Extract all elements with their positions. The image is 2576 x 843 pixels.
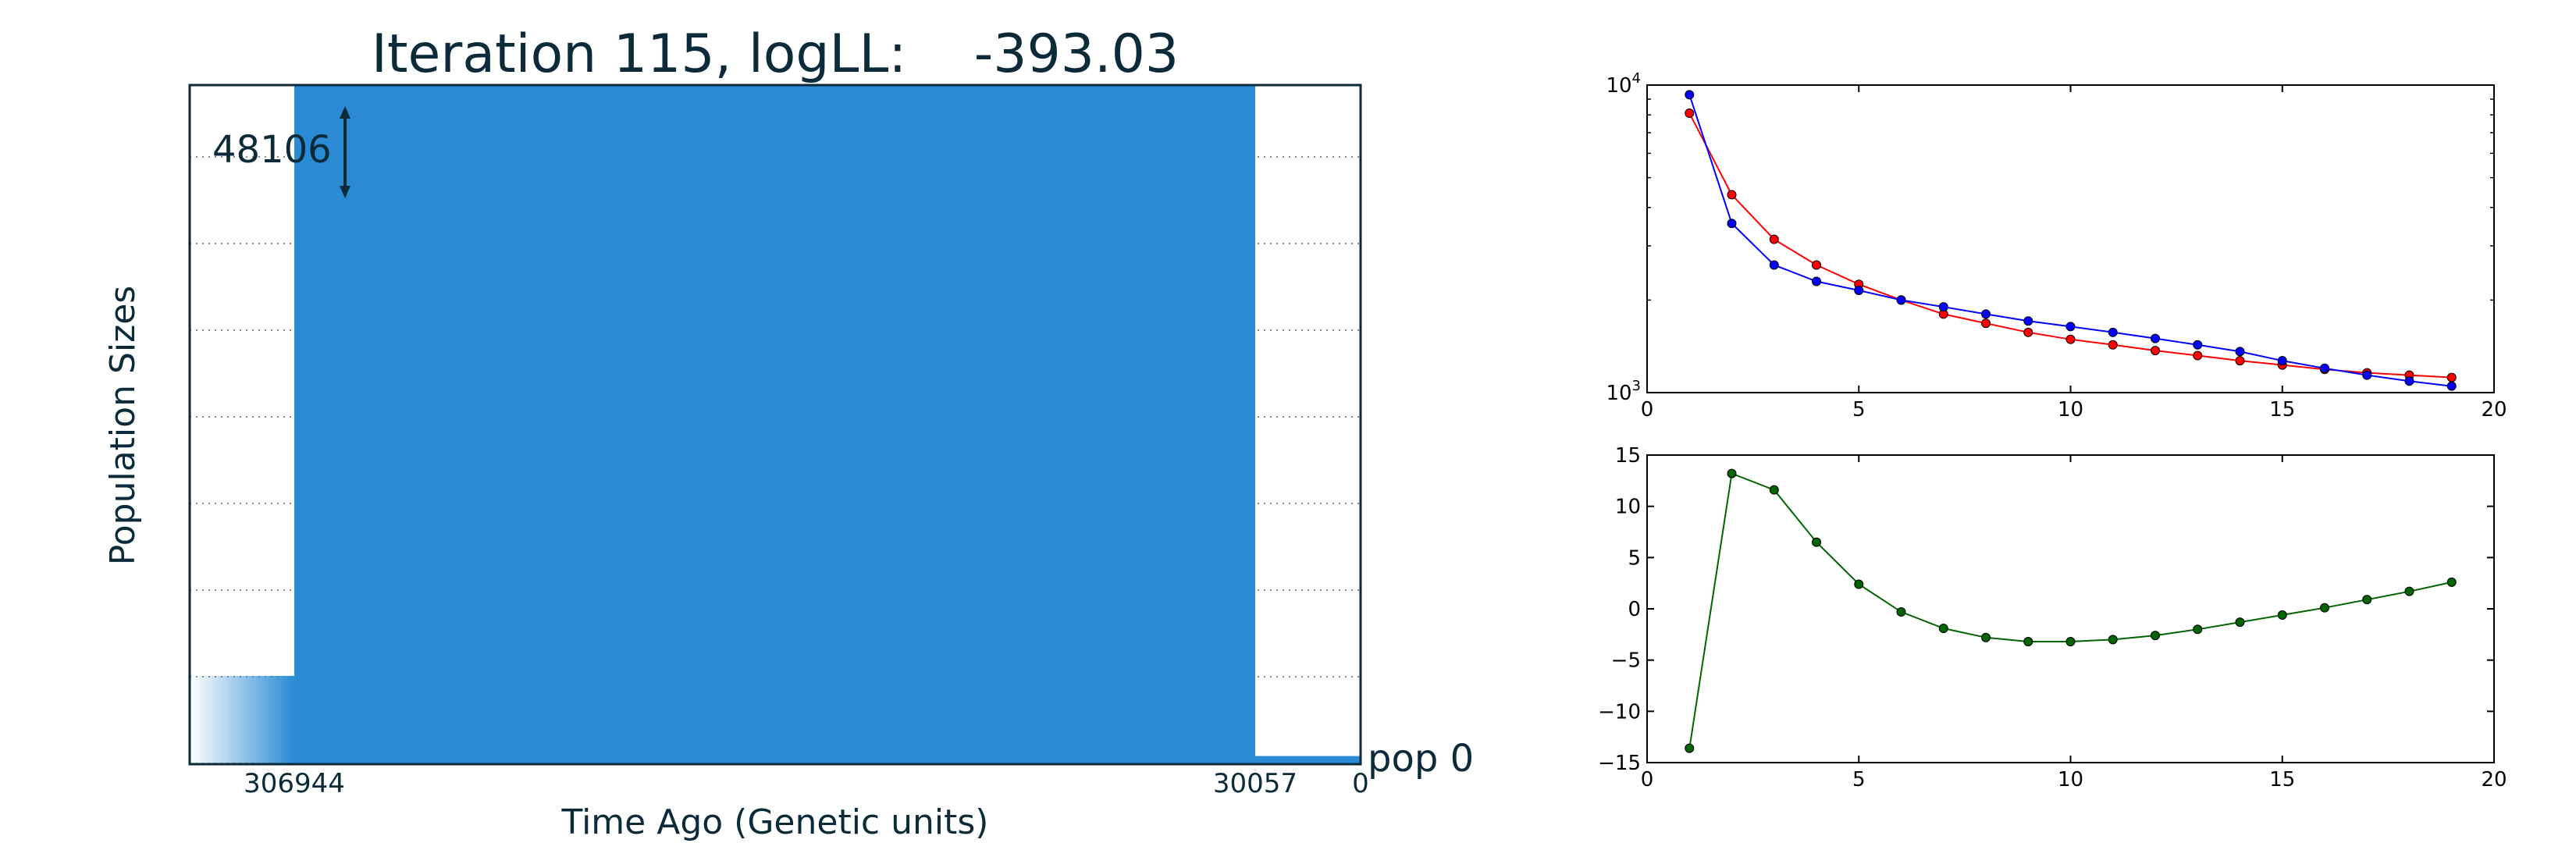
diff-series-0-point xyxy=(1854,579,1864,589)
log-series-1-point xyxy=(2065,322,2076,332)
log-series-1-point xyxy=(2404,376,2414,386)
log-axis-ticks: 0 5 10 15 20 103 104 xyxy=(1606,70,2507,422)
log-series-0-point xyxy=(1981,318,1991,329)
diff-series-0-point xyxy=(2446,577,2457,587)
population-areas xyxy=(190,85,1361,764)
log-series-1-point xyxy=(1854,286,1864,296)
log-series-1-point xyxy=(1769,260,1779,270)
diff-series xyxy=(1685,468,2457,753)
diff-series-0-point xyxy=(2151,631,2160,641)
diff-x-tick-label: 5 xyxy=(1852,768,1866,791)
chart-title: Iteration 115, logLL: -393.03 xyxy=(372,23,1179,85)
log-series-0-point xyxy=(1727,190,1737,200)
diff-series-0-point xyxy=(2277,610,2287,620)
diff-x-tick-label: 15 xyxy=(2269,768,2295,791)
log-series-1-point xyxy=(1727,219,1737,229)
log-series-1-point xyxy=(2193,340,2203,350)
log-series-1-point xyxy=(1938,302,1948,312)
log-series xyxy=(1685,90,2457,391)
diff-x-tick-label: 0 xyxy=(1641,768,1654,791)
diff-series-0-point xyxy=(1685,743,1695,753)
log-series-0-point xyxy=(2193,350,2203,361)
scale-arrow xyxy=(340,106,350,198)
log-series-0-point xyxy=(2065,334,2076,344)
diff-series-0-point xyxy=(1769,485,1779,495)
diff-series-0-point xyxy=(2320,603,2329,613)
log-series-0-point xyxy=(1769,234,1779,244)
log-y-tick-label: 103 xyxy=(1606,378,1641,405)
log-x-tick-label: 15 xyxy=(2269,398,2295,422)
log-series-0-point xyxy=(1812,260,1821,270)
log-series-1-point xyxy=(2151,333,2160,343)
log-series-1-point xyxy=(1896,295,1906,305)
log-series-1-point xyxy=(2320,363,2329,373)
diff-y-tick-label: −5 xyxy=(1611,649,1641,673)
diff-y-tick-label: 10 xyxy=(1615,496,1641,519)
diff-y-tick-label: 0 xyxy=(1628,598,1641,621)
log-series-0-point xyxy=(2446,372,2457,382)
diff-series-0-point xyxy=(2404,586,2414,596)
diff-series-0-point xyxy=(2193,624,2203,635)
log-series-1-point xyxy=(1685,90,1695,100)
diff-series-line-0 xyxy=(1688,472,2453,749)
y-axis-label: Population Sizes xyxy=(103,286,143,565)
log-x-tick-label: 10 xyxy=(2058,398,2083,422)
pop-frame xyxy=(188,84,1362,766)
log-x-tick-label: 0 xyxy=(1641,398,1654,422)
diff-axis-ticks: 0 5 10 15 20 −15 −10 −5 0 5 10 15 xyxy=(1598,444,2507,791)
x-axis-label: Time Ago (Genetic units) xyxy=(561,802,989,842)
log-series-0-point xyxy=(2023,327,2033,337)
x-tick-label-0: 0 xyxy=(1352,768,1369,799)
diff-series-0-point xyxy=(1896,606,1906,617)
log-series-0-point xyxy=(2108,340,2118,350)
log-panel: 0 5 10 15 20 103 104 xyxy=(1606,70,2507,422)
log-series-0-point xyxy=(2235,356,2245,366)
diff-x-tick-label: 10 xyxy=(2058,768,2083,791)
diff-series-0-point xyxy=(2362,595,2372,605)
log-series-1-point xyxy=(2277,356,2287,366)
epoch-area-0 xyxy=(1255,756,1361,764)
x-tick-label-306944: 306944 xyxy=(244,768,345,799)
diff-series-0-point xyxy=(2065,637,2076,647)
log-series-1-point xyxy=(2108,327,2118,337)
x-tick-label-30057: 30057 xyxy=(1213,768,1297,799)
log-series-0-point xyxy=(2151,346,2160,356)
diff-series-0-point xyxy=(2108,635,2118,645)
diff-x-tick-label: 20 xyxy=(2481,768,2507,791)
population-panel: Iteration 115, logLL: -393.03 Population… xyxy=(103,23,1474,842)
diff-y-tick-label: 15 xyxy=(1615,444,1641,468)
epoch-area-2 xyxy=(190,675,294,764)
log-series-1-point xyxy=(2362,370,2372,380)
diff-series-0-point xyxy=(1938,623,1948,633)
scale-label: 48106 xyxy=(212,128,332,172)
population-label: pop 0 xyxy=(1368,737,1474,781)
diff-series-0-point xyxy=(2235,617,2245,628)
diff-frame xyxy=(1646,454,2495,763)
diff-series-0-point xyxy=(1727,468,1737,478)
log-y-tick-label: 104 xyxy=(1606,70,1641,98)
log-series-1-point xyxy=(2446,381,2457,391)
diff-series-0-point xyxy=(2023,637,2033,647)
log-x-tick-label: 5 xyxy=(1852,398,1866,422)
log-series-1-point xyxy=(1812,276,1821,286)
log-series-1-point xyxy=(2235,347,2245,357)
diff-series-0-point xyxy=(1981,632,1991,642)
diff-y-tick-label: 5 xyxy=(1628,546,1641,570)
log-series-1-point xyxy=(2023,316,2033,326)
log-series-0-point xyxy=(1685,108,1695,119)
diff-panel: 0 5 10 15 20 −15 −10 −5 0 5 10 15 xyxy=(1598,444,2507,791)
diff-y-tick-label: −10 xyxy=(1598,700,1641,724)
diff-series-0-point xyxy=(1812,537,1821,547)
diff-y-tick-label: −15 xyxy=(1598,752,1641,775)
log-series-1-point xyxy=(1981,309,1991,319)
epoch-area-1 xyxy=(294,85,1255,764)
log-x-tick-label: 20 xyxy=(2481,398,2507,422)
